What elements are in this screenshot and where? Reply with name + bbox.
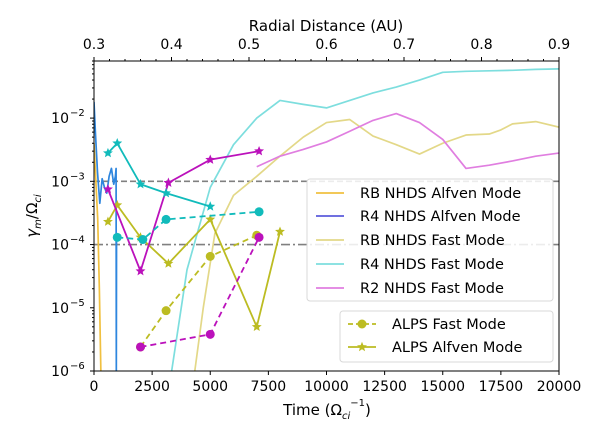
x-axis-title-sup: −1 xyxy=(350,398,365,409)
legend-alps: ALPS Fast Mode ALPS Alfven Mode xyxy=(339,310,554,363)
y-tick-label: 10 xyxy=(51,111,69,127)
legend-nhds: RB NHDS Alfven Mode R4 NHDS Alfven Mode … xyxy=(306,178,554,302)
x-tick-label: 0 xyxy=(90,379,99,395)
top-tick-label: 0.6 xyxy=(315,37,337,53)
top-tick-label: 0.3 xyxy=(83,37,105,53)
y-axis-title-sub2: ci xyxy=(33,194,44,202)
legend-label-r2-fast: R2 NHDS Fast Mode xyxy=(360,281,504,297)
data-point-circle xyxy=(254,207,264,217)
data-point-circle xyxy=(205,251,215,261)
y-tick-exponent: −4 xyxy=(70,235,85,246)
top-tick-label: 0.7 xyxy=(393,37,415,53)
marker-line-alps-fast-mode xyxy=(139,234,258,348)
data-point-circle xyxy=(205,329,215,339)
data-point-star xyxy=(135,265,146,276)
x-tick-label: 17500 xyxy=(479,379,524,395)
data-point-star xyxy=(205,154,216,164)
x-tick-label: 7500 xyxy=(251,379,287,395)
data-point-star xyxy=(103,216,113,226)
legend-label-rb-fast: RB NHDS Fast Mode xyxy=(360,233,505,249)
series-line-r2-nhds-fast-mode xyxy=(256,112,559,170)
y-axis-title-sub1: m xyxy=(33,219,44,229)
y-axis-title-mid: /Ω xyxy=(23,203,41,220)
data-point-star xyxy=(251,321,262,332)
y-tick-label: 10 xyxy=(51,174,69,190)
data-point-circle xyxy=(161,214,171,224)
x-axis-title-main: Time (Ω xyxy=(282,401,342,419)
y-axis-title: γm/Ωci xyxy=(23,194,44,238)
plot-frame xyxy=(93,60,560,372)
data-point-star xyxy=(205,214,216,224)
marker-line-alps-alfven-mode xyxy=(107,204,281,328)
y-tick-exponent: −2 xyxy=(70,108,85,119)
data-point-star xyxy=(103,184,113,194)
series-line-r4-nhds-fast-mode xyxy=(170,68,559,371)
y-tick-exponent: −6 xyxy=(70,361,85,372)
top-tick-label: 0.5 xyxy=(238,37,260,53)
legend-label-alps-alfven: ALPS Alfven Mode xyxy=(392,340,522,356)
y-axis-title-main: γ xyxy=(23,228,41,238)
y-tick-label: 10 xyxy=(51,238,69,254)
ticks: 0 2500 5000 7500 10000 12500 15000 17500 20000 0.… xyxy=(51,37,581,395)
data-point-star xyxy=(135,179,146,189)
legend-nhds-box xyxy=(306,178,554,302)
top-tick-label: 0.8 xyxy=(470,37,492,53)
series-lines xyxy=(94,68,559,371)
marker-line-alfven-markers-cyan xyxy=(107,142,211,208)
marker-line-alfven-markers-magenta xyxy=(107,150,260,273)
legend-marker-alps-alfven xyxy=(357,341,367,352)
x-tick-label: 2500 xyxy=(134,379,170,395)
legend-label-r4-fast: R4 NHDS Fast Mode xyxy=(360,257,504,273)
y-tick-label: 10 xyxy=(51,301,69,317)
data-point-star xyxy=(254,145,265,156)
legend-label-r4-alfven: R4 NHDS Alfven Mode xyxy=(360,209,521,225)
x-tick-label: 15000 xyxy=(420,379,465,395)
series-line-r4-nhds-alfven-mode xyxy=(94,101,119,371)
x-tick-label: 12500 xyxy=(362,379,407,395)
data-point-star xyxy=(205,201,216,211)
series-line-rb-nhds-fast-mode xyxy=(193,118,559,371)
legend-marker-alps-fast xyxy=(357,319,367,329)
x-tick-label: 5000 xyxy=(192,379,228,395)
data-point-circle xyxy=(136,342,145,352)
marker-line-fast-markers-cyan xyxy=(117,210,260,241)
legend-alps-box xyxy=(339,310,554,363)
data-point-circle xyxy=(254,232,264,242)
y-tick-exponent: −3 xyxy=(70,171,85,182)
y-tick-label: 10 xyxy=(51,364,69,380)
x-axis-title: Time (Ωci−1) xyxy=(282,398,371,422)
data-point-circle xyxy=(138,235,148,245)
series-line-rb-nhds-alfven-mode xyxy=(94,143,102,371)
data-point-star xyxy=(163,177,174,187)
data-point-star xyxy=(275,226,285,236)
top-tick-label: 0.9 xyxy=(548,37,570,53)
legend-label-alps-fast: ALPS Fast Mode xyxy=(392,317,506,333)
data-point-circle xyxy=(112,232,122,242)
x-axis-title-sub: ci xyxy=(342,411,350,422)
data-point-circle xyxy=(161,306,171,316)
x-axis-title-end: ) xyxy=(365,401,371,419)
x-tick-label: 20000 xyxy=(537,379,582,395)
data-point-star xyxy=(112,138,123,148)
x-tick-label: 10000 xyxy=(304,379,349,395)
top-axis-title: Radial Distance (AU) xyxy=(249,17,403,35)
legend-label-rb-alfven: RB NHDS Alfven Mode xyxy=(360,186,521,202)
data-point-star xyxy=(161,187,172,198)
data-point-star xyxy=(163,258,174,268)
y-tick-exponent: −5 xyxy=(70,298,85,309)
top-tick-label: 0.4 xyxy=(160,37,182,53)
data-point-star xyxy=(103,147,113,158)
marker-series xyxy=(103,138,285,352)
